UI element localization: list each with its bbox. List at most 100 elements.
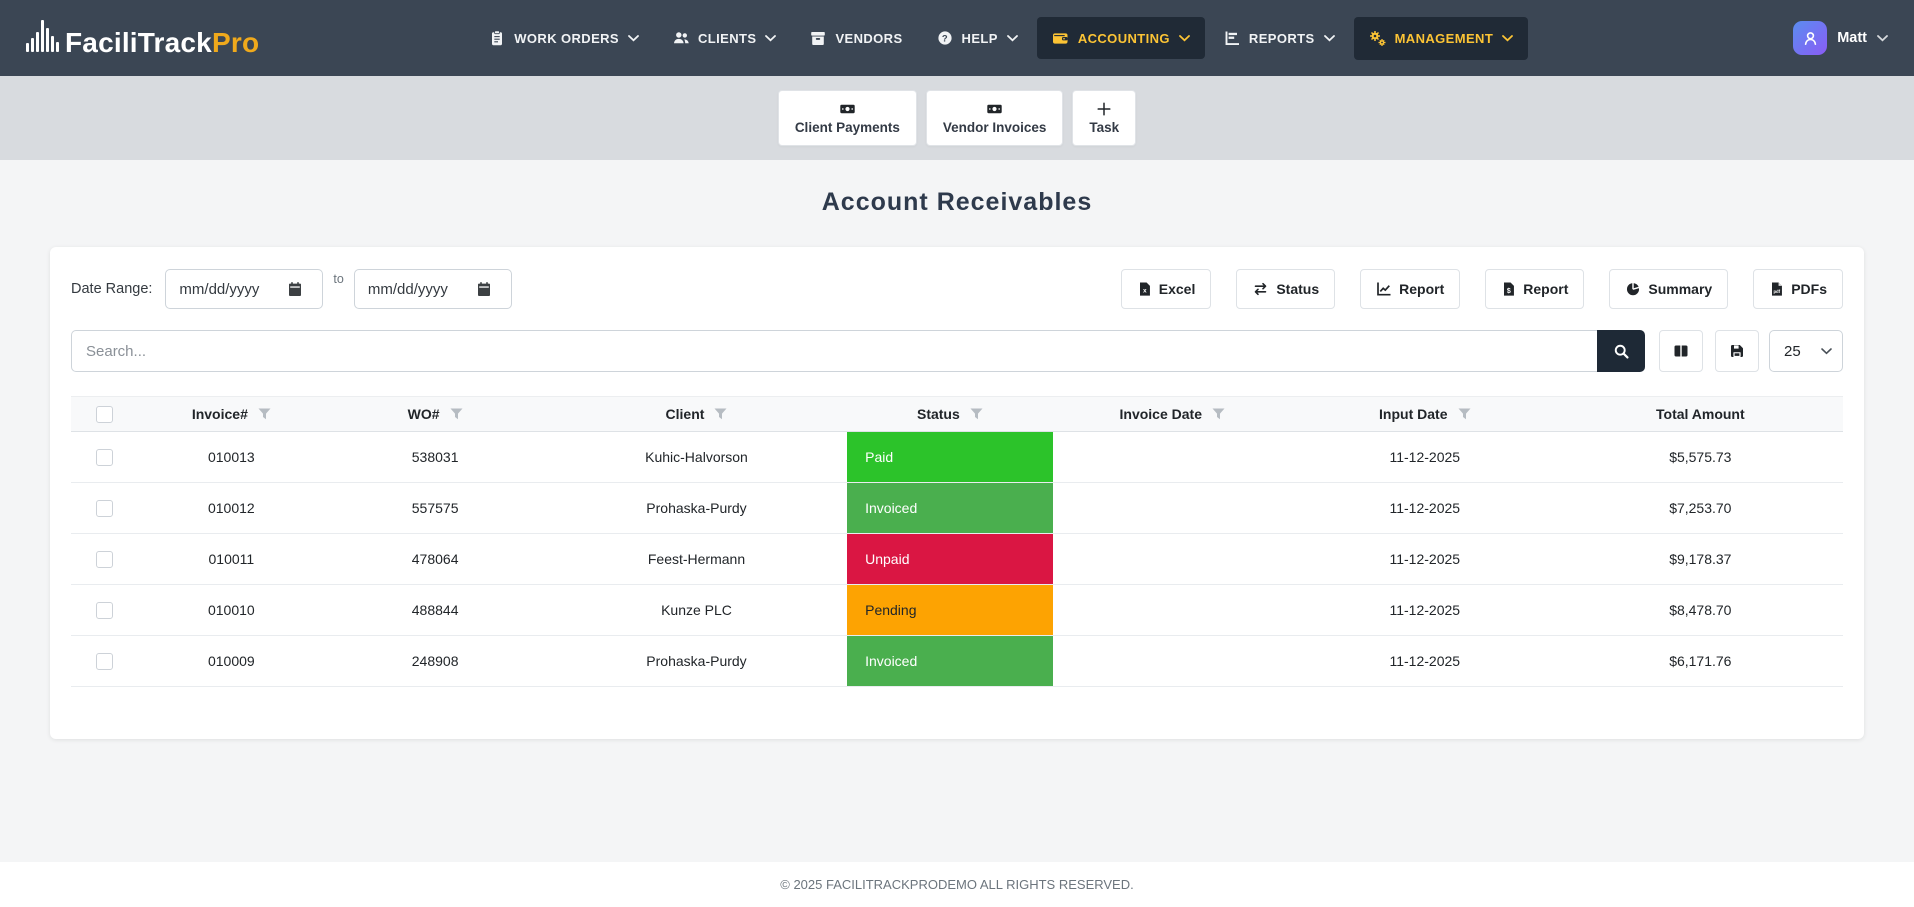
date-to-field[interactable] (353, 269, 512, 309)
nav-item-accounting[interactable]: ACCOUNTING (1036, 17, 1205, 59)
filter-icon[interactable] (1212, 408, 1225, 420)
quick-btn-label: Task (1089, 120, 1120, 135)
nav-item-clients[interactable]: CLIENTS (658, 17, 791, 59)
btn-label: Status (1276, 281, 1320, 297)
user-name: Matt (1837, 30, 1867, 46)
table-row: 010009 248908 Prohaska-Purdy Invoiced 11… (71, 635, 1843, 687)
client-payments-button[interactable]: Client Payments (777, 90, 917, 146)
filter-icon[interactable] (1458, 408, 1471, 420)
nav-label: ACCOUNTING (1077, 30, 1170, 46)
calendar-icon[interactable] (287, 281, 303, 297)
cell-client: Feest-Hermann (545, 533, 848, 585)
main-nav: WORK ORDERS CLIENTS VENDORS ? HELP ACCOU… (474, 16, 1529, 60)
vendor-invoices-button[interactable]: Vendor Invoices (925, 90, 1064, 146)
nav-item-work-orders[interactable]: WORK ORDERS (474, 17, 654, 59)
cell-invoice: 010010 (138, 584, 325, 636)
row-checkbox[interactable] (96, 448, 114, 466)
svg-text:$: $ (1507, 288, 1511, 295)
date-range-to-label: to (333, 272, 344, 286)
cell-input-date: 11-12-2025 (1291, 584, 1558, 636)
brand-name: FaciliTrackPro (65, 26, 260, 58)
quick-actions-bar: Client Payments Vendor Invoices Task (0, 76, 1914, 160)
cell-invoice-date (1052, 533, 1292, 585)
status-badge: Paid (847, 432, 1053, 482)
btn-label: Summary (1648, 281, 1713, 297)
status-badge: Invoiced (847, 483, 1053, 533)
add-task-button[interactable]: Task (1072, 90, 1137, 146)
cell-input-date: 11-12-2025 (1291, 431, 1558, 483)
chevron-down-icon (1179, 34, 1190, 42)
filter-icon[interactable] (714, 408, 727, 420)
chevron-down-icon (1323, 34, 1335, 42)
summary-button[interactable]: Summary (1609, 269, 1729, 309)
nav-item-reports[interactable]: REPORTS (1209, 17, 1350, 59)
table-columns-icon (1674, 345, 1688, 357)
chevron-down-icon (628, 34, 639, 42)
filter-icon[interactable] (970, 408, 983, 420)
date-to-input[interactable] (365, 279, 466, 299)
cell-wo: 488844 (324, 584, 546, 636)
calendar-icon[interactable] (476, 281, 492, 297)
nav-item-vendors[interactable]: VENDORS (795, 17, 917, 59)
col-header-client: Client (545, 396, 848, 432)
nav-item-management[interactable]: MANAGEMENT (1353, 16, 1529, 60)
copyright-text: © 2025 FACILITRACKPRODEMO ALL RIGHTS RES… (780, 877, 1134, 892)
cell-total: $9,178.37 (1557, 533, 1843, 585)
nav-label: MANAGEMENT (1394, 30, 1494, 46)
table-row: 010013 538031 Kuhic-Halvorson Paid 11-12… (71, 431, 1843, 483)
nav-label: WORK ORDERS (514, 30, 620, 46)
chevron-down-icon (1006, 34, 1018, 42)
cell-invoice-date (1052, 482, 1292, 534)
cell-input-date: 11-12-2025 (1291, 533, 1558, 585)
search-group (71, 330, 1645, 372)
wallet-icon (1052, 33, 1068, 44)
select-all-checkbox[interactable] (96, 405, 114, 423)
save-view-button[interactable] (1715, 330, 1759, 372)
status-badge: Unpaid (847, 534, 1053, 584)
column-settings-button[interactable] (1659, 330, 1703, 372)
cell-input-date: 11-12-2025 (1291, 635, 1558, 687)
status-button[interactable]: Status (1236, 269, 1336, 309)
svg-text:x: x (1143, 288, 1147, 295)
btn-label: Report (1523, 281, 1569, 297)
excel-button[interactable]: x Excel (1120, 269, 1212, 309)
export-buttons: x Excel Status Report $ Report (1120, 269, 1843, 309)
report-file-button[interactable]: $ Report (1485, 269, 1585, 309)
page-title: Account Receivables (821, 188, 1093, 216)
nav-label: REPORTS (1248, 30, 1315, 46)
table-row: 010012 557575 Prohaska-Purdy Invoiced 11… (71, 482, 1843, 534)
cell-invoice-date (1052, 635, 1292, 687)
users-icon (674, 32, 689, 44)
row-checkbox[interactable] (96, 499, 114, 517)
cell-client: Prohaska-Purdy (545, 635, 848, 687)
bar-chart-logo-icon (26, 19, 59, 57)
col-header-total: Total Amount (1557, 396, 1843, 432)
filter-icon[interactable] (450, 408, 463, 420)
date-from-input[interactable] (177, 279, 278, 299)
row-checkbox[interactable] (96, 550, 114, 568)
chevron-down-icon (1877, 34, 1888, 42)
file-excel-icon: x (1139, 282, 1150, 296)
page-size-select[interactable]: 25 (1769, 330, 1843, 372)
search-input[interactable] (71, 330, 1597, 372)
cell-invoice-date (1052, 431, 1292, 483)
file-invoice-icon: $ (1504, 282, 1515, 296)
search-button[interactable] (1597, 330, 1645, 372)
nav-item-help[interactable]: ? HELP (922, 17, 1033, 59)
pdfs-button[interactable]: pdf PDFs (1753, 269, 1843, 309)
status-badge: Invoiced (847, 636, 1053, 686)
filter-icon[interactable] (258, 408, 271, 420)
cell-wo: 538031 (324, 431, 546, 483)
filter-row: Date Range: to x Excel (71, 269, 1843, 309)
user-menu[interactable]: Matt (1793, 21, 1888, 55)
brand-logo[interactable]: FaciliTrackPro (26, 19, 260, 58)
report-chart-button[interactable]: Report (1360, 269, 1461, 309)
cell-client: Kunze PLC (545, 584, 848, 636)
row-checkbox[interactable] (96, 652, 114, 670)
row-checkbox[interactable] (96, 601, 114, 619)
table-row: 010010 488844 Kunze PLC Pending 11-12-20… (71, 584, 1843, 636)
magnifier-icon (1614, 344, 1629, 359)
btn-label: Excel (1158, 281, 1196, 297)
date-from-field[interactable] (165, 269, 324, 309)
